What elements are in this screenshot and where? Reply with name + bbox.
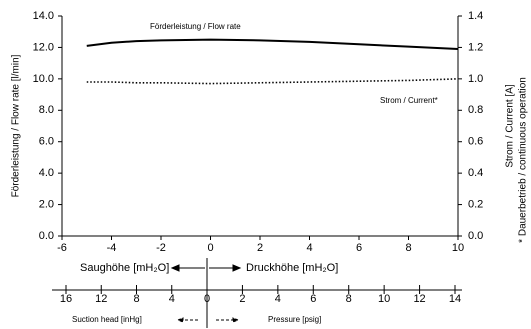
y-tick-label: 6.0 — [39, 136, 54, 148]
y2-tick-label: 1.2 — [468, 41, 483, 53]
y2-tick-label: 0.0 — [468, 230, 483, 242]
y-tick-label: 0.0 — [39, 230, 54, 242]
secondary-tick-label: 2 — [239, 293, 245, 305]
y2-tick-label: 0.8 — [468, 104, 483, 116]
annotation: Strom / Current* — [380, 96, 438, 105]
y-tick-label: 12.0 — [33, 41, 54, 53]
y2-tick-label: 1.4 — [468, 10, 483, 22]
series-line — [86, 78, 459, 85]
secondary-tick-label: 12 — [95, 293, 107, 305]
secondary-tick-label: 8 — [133, 293, 139, 305]
footnote: * Dauerbetrieb / continuous operation — [518, 77, 529, 243]
y-tick-label: 10.0 — [33, 73, 54, 85]
arrow-right-small — [216, 317, 240, 323]
arrow-left-small — [176, 317, 198, 323]
x-tick-label: 8 — [405, 242, 411, 254]
secondary-tick-label: 12 — [413, 293, 425, 305]
y-tick-label: 14.0 — [33, 10, 54, 22]
secondary-tick-label: 16 — [60, 293, 72, 305]
secondary-tick-label: 4 — [275, 293, 281, 305]
series-line — [86, 38, 459, 50]
x-tick-label: -6 — [57, 242, 67, 254]
y2-tick-label: 0.4 — [468, 167, 483, 179]
secondary-tick-label: 10 — [378, 293, 390, 305]
arrow-right — [209, 264, 242, 272]
secondary-tick-label: 6 — [310, 293, 316, 305]
x-tick-label: -4 — [107, 242, 117, 254]
secondary-tick-label: 14 — [449, 293, 461, 305]
y2-tick-label: 0.6 — [468, 136, 483, 148]
y2-axis-label: Strom / Current [A] — [505, 84, 516, 168]
pressure-label: Pressure [psig] — [268, 315, 321, 324]
y2-tick-label: 1.0 — [468, 73, 483, 85]
y-tick-label: 8.0 — [39, 104, 54, 116]
secondary-tick-label: 0 — [204, 293, 210, 305]
arrow-left — [170, 264, 205, 272]
y-axis-label: Förderleistung / Flow rate [l/min] — [11, 54, 22, 197]
x-tick-label: 2 — [257, 242, 263, 254]
x-tick-label: -2 — [156, 242, 166, 254]
y-tick-label: 4.0 — [39, 167, 54, 179]
head-label: Saughöhe [mH₂O] — [80, 262, 169, 274]
secondary-tick-label: 8 — [346, 293, 352, 305]
x-tick-label: 0 — [207, 242, 213, 254]
x-tick-label: 4 — [306, 242, 312, 254]
y-tick-label: 2.0 — [39, 198, 54, 210]
secondary-tick-label: 4 — [169, 293, 175, 305]
head-label: Druckhöhe [mH₂O] — [246, 262, 338, 274]
y2-tick-label: 0.2 — [468, 198, 483, 210]
annotation: Förderleistung / Flow rate — [150, 22, 241, 31]
x-tick-label: 6 — [356, 242, 362, 254]
x-tick-label: 10 — [452, 242, 464, 254]
suction-label: Suction head [inHg] — [72, 315, 142, 324]
